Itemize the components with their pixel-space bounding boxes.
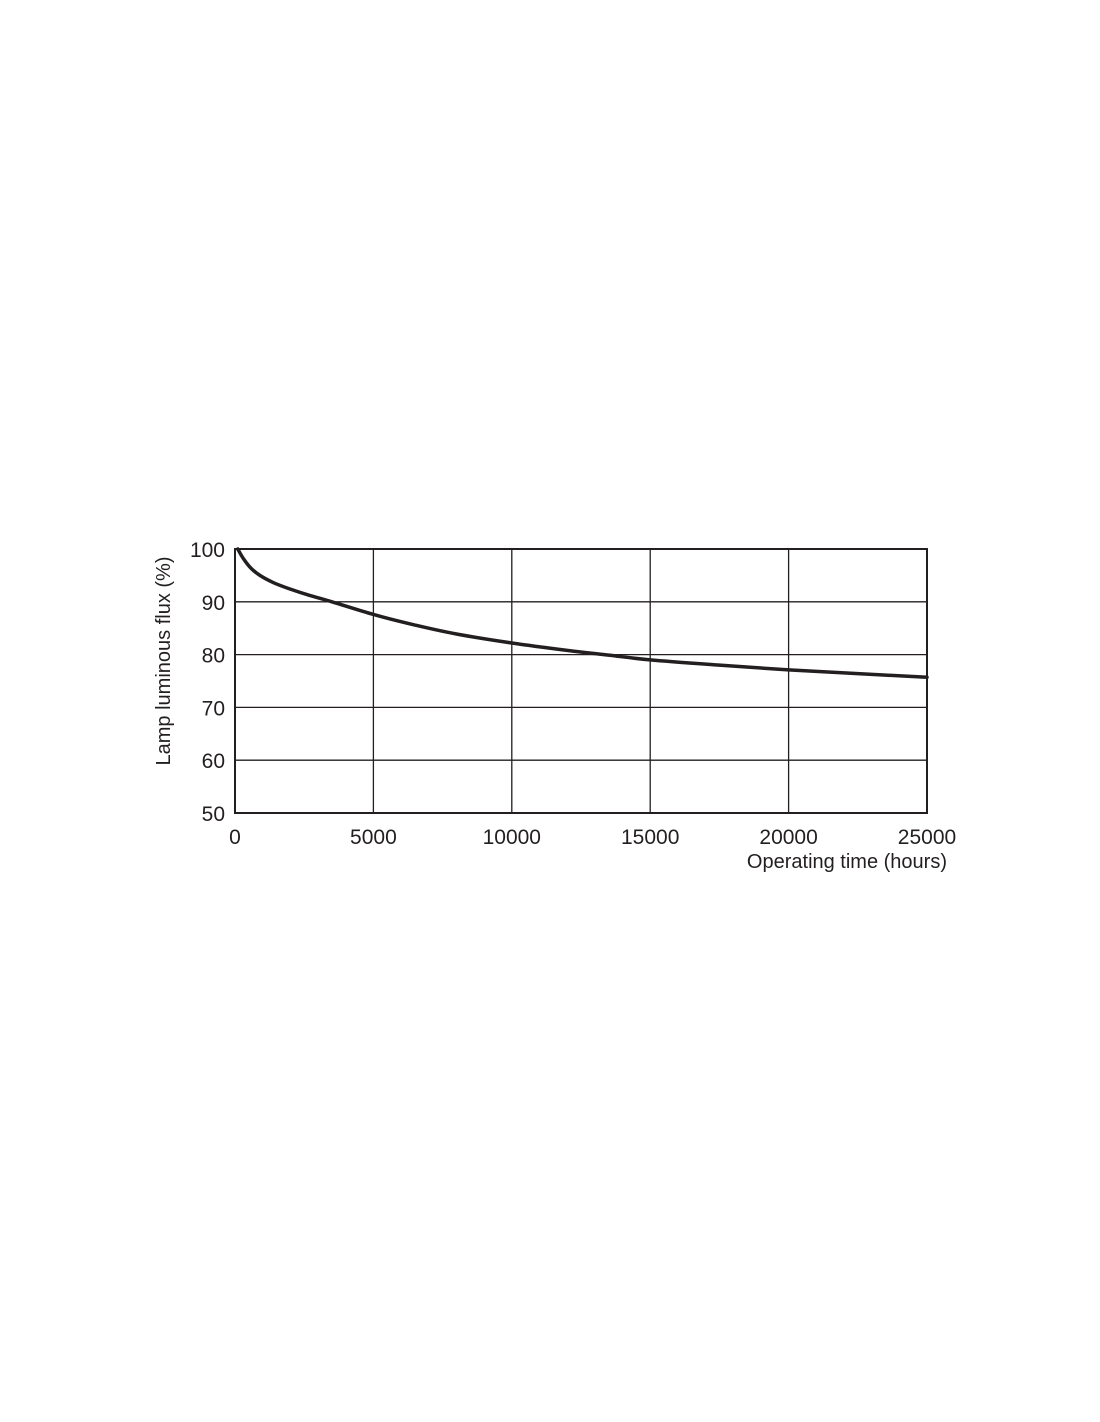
series-line xyxy=(236,547,929,680)
y-tick-label: 90 xyxy=(202,592,225,615)
tick-labels: 0 5000 10000 15000 20000 25000 50 60 70 80 90 100 xyxy=(190,539,956,849)
x-tick-label: 20000 xyxy=(759,826,817,849)
grid xyxy=(234,548,928,814)
x-tick-label: 15000 xyxy=(621,826,679,849)
x-axis-label: Operating time (hours) xyxy=(747,851,947,873)
y-tick-label: 100 xyxy=(190,539,225,562)
y-tick-label: 50 xyxy=(202,803,225,826)
x-tick-label: 25000 xyxy=(898,826,956,849)
y-tick-label: 80 xyxy=(202,645,225,668)
y-tick-label: 60 xyxy=(202,750,225,773)
y-tick-label: 70 xyxy=(202,697,225,720)
x-tick-label: 10000 xyxy=(483,826,541,849)
y-axis-label: Lamp luminous flux (%) xyxy=(153,557,175,766)
x-tick-label: 5000 xyxy=(350,826,397,849)
x-tick-label: 0 xyxy=(229,826,241,849)
plot-frame xyxy=(234,548,928,814)
